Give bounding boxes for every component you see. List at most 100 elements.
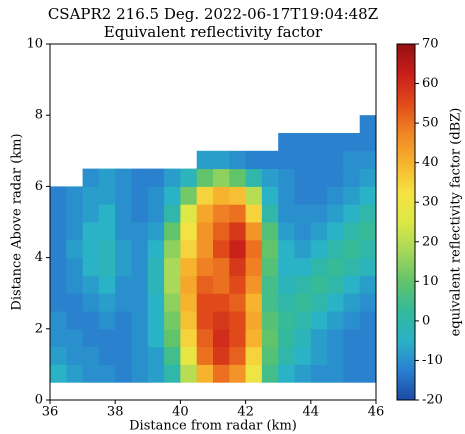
cell (278, 222, 295, 241)
cell (359, 186, 377, 205)
cell (213, 275, 230, 294)
cell (82, 186, 100, 205)
cell (82, 222, 100, 241)
cell (213, 239, 230, 259)
cell (213, 364, 230, 383)
colorbar-tick-label: 30 (422, 195, 439, 210)
cell (261, 168, 279, 187)
cell (294, 275, 312, 294)
cell (261, 346, 279, 365)
cell (343, 311, 361, 330)
cell (245, 222, 263, 241)
cell (50, 293, 67, 312)
cell (261, 257, 279, 276)
x-tick-label: 42 (237, 405, 254, 420)
chart-title: CSAPR2 216.5 Deg. 2022-06-17T19:04:48Z (48, 5, 378, 23)
cell (294, 311, 312, 330)
cell (310, 150, 328, 170)
cell (115, 222, 132, 241)
cell (245, 328, 263, 348)
colorbar-tick-label: -20 (422, 393, 443, 408)
cell (164, 364, 181, 383)
cell (66, 222, 84, 241)
cell (66, 204, 84, 223)
cell (164, 328, 181, 348)
cell (50, 328, 67, 348)
x-tick-label: 44 (303, 405, 320, 420)
cell (180, 257, 198, 276)
cell (310, 328, 328, 348)
cell (245, 275, 263, 294)
cell (66, 257, 84, 276)
cell (294, 186, 312, 205)
cell (164, 168, 181, 187)
cell (66, 311, 84, 330)
cell (261, 186, 279, 205)
cell (98, 222, 116, 241)
cell (261, 275, 279, 294)
colorbar-tick-label: 20 (422, 234, 439, 249)
cell (229, 150, 247, 170)
cell (229, 293, 247, 312)
cell (229, 364, 247, 383)
cell (213, 204, 230, 223)
cell (213, 328, 230, 348)
colorbar-tick-label: 0 (422, 313, 430, 328)
cell (82, 168, 100, 187)
cell (310, 257, 328, 276)
cell (278, 293, 295, 312)
cell (310, 133, 328, 152)
cell (213, 311, 230, 330)
x-axis-label: Distance from radar (km) (129, 419, 297, 434)
cell (131, 346, 149, 365)
cell (343, 204, 361, 223)
cell (164, 204, 181, 223)
cell (164, 239, 181, 259)
colorbar-tick-label: 10 (422, 274, 439, 289)
y-axis-label: Distance Above radar (km) (10, 133, 25, 310)
cell (310, 186, 328, 205)
cell (261, 239, 279, 259)
cell (359, 133, 377, 152)
cell (98, 346, 116, 365)
cell (196, 311, 214, 330)
cell (82, 364, 100, 383)
cell (343, 364, 361, 383)
cell (164, 186, 181, 205)
cell (115, 346, 132, 365)
cell (115, 204, 132, 223)
cell (359, 115, 377, 134)
cell (261, 311, 279, 330)
x-tick-label: 40 (172, 405, 189, 420)
cell (115, 293, 132, 312)
cell (164, 311, 181, 330)
cell (245, 239, 263, 259)
cell (196, 204, 214, 223)
cell (164, 346, 181, 365)
cell (180, 275, 198, 294)
cell (327, 133, 344, 152)
cell (213, 150, 230, 170)
cell (115, 364, 132, 383)
cell (82, 311, 100, 330)
cell (147, 239, 165, 259)
cell (180, 222, 198, 241)
cell (278, 311, 295, 330)
cell (343, 222, 361, 241)
cell (245, 257, 263, 276)
colorbar-tick-label: 50 (422, 116, 439, 131)
cell (147, 257, 165, 276)
cell (327, 222, 344, 241)
cell (131, 222, 149, 241)
cell (98, 364, 116, 383)
x-tick-label: 36 (42, 405, 59, 420)
cell (50, 239, 67, 259)
x-tick-label: 38 (107, 405, 124, 420)
cell (310, 222, 328, 241)
cell (213, 346, 230, 365)
chart-subtitle: Equivalent reflectivity factor (104, 23, 323, 41)
cell (343, 168, 361, 187)
cell (294, 328, 312, 348)
cell (50, 346, 67, 365)
cell (115, 311, 132, 330)
